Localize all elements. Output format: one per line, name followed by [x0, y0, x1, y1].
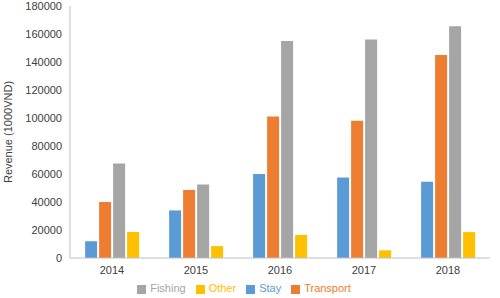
svg-text:2015: 2015: [184, 264, 208, 276]
svg-text:80000: 80000: [31, 140, 62, 152]
html-text:Other: Other: [208, 282, 237, 294]
svg-text:100000: 100000: [25, 112, 62, 124]
svg-text:180000: 180000: [25, 0, 62, 12]
svg-text:160000: 160000: [25, 28, 62, 40]
html-text:Fishing: Fishing: [150, 282, 186, 294]
svg-text:2016: 2016: [268, 264, 292, 276]
svg-text:2014: 2014: [100, 264, 124, 276]
svg-text:120000: 120000: [25, 84, 62, 96]
html-text:Transport: Transport: [304, 282, 351, 294]
svg-text:0: 0: [56, 252, 62, 264]
svg-text:40000: 40000: [31, 196, 62, 208]
svg-text:140000: 140000: [25, 56, 62, 68]
svg-text:2017: 2017: [352, 264, 376, 276]
html-text:Stay: Stay: [259, 282, 282, 294]
svg-text:60000: 60000: [31, 168, 62, 180]
svg-text:20000: 20000: [31, 224, 62, 236]
svg-text:2018: 2018: [436, 264, 460, 276]
svg-text:Revenue (1000VND): Revenue (1000VND): [8, 81, 14, 183]
